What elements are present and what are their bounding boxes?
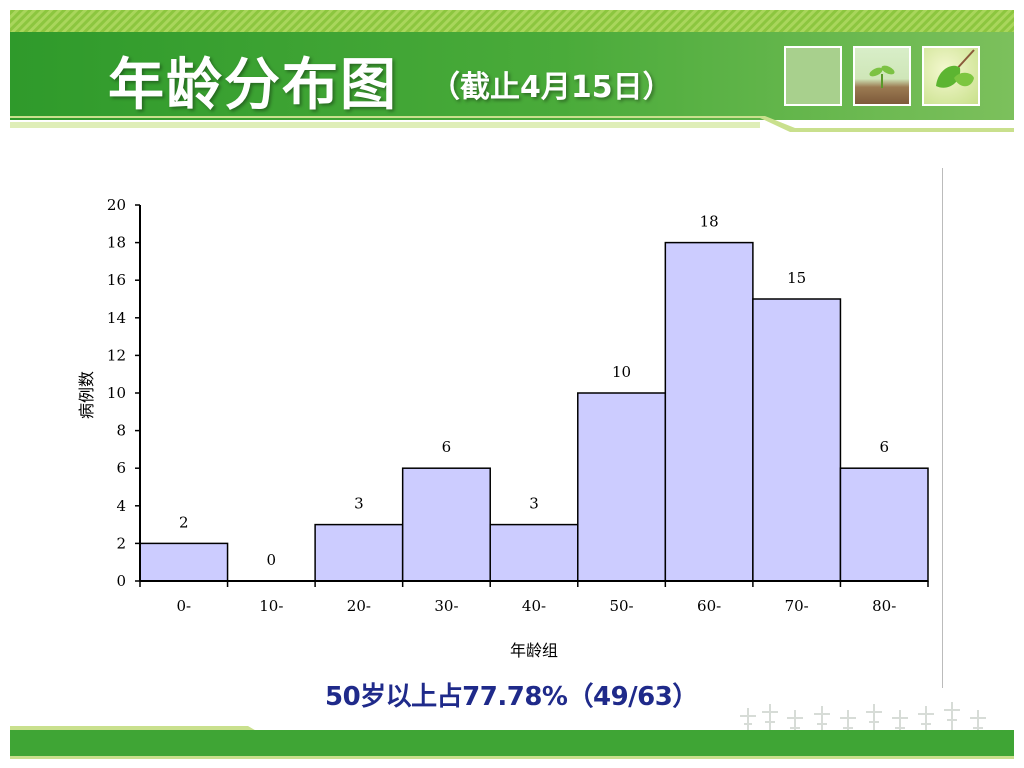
data-label-30-: 6	[442, 438, 452, 456]
x-axis-label: 年龄组	[510, 641, 558, 660]
y-tick-label-2: 2	[116, 534, 126, 552]
data-label-0-: 2	[179, 513, 189, 531]
y-tick-label-12: 12	[107, 346, 126, 364]
x-tick-label-50-: 50-	[609, 597, 633, 615]
data-label-20-: 3	[354, 495, 364, 513]
data-label-10-: 0	[267, 551, 277, 569]
x-tick-label-20-: 20-	[347, 597, 371, 615]
y-tick-label-18: 18	[107, 234, 126, 252]
y-tick-label-14: 14	[107, 309, 126, 327]
x-tick-label-60-: 60-	[697, 597, 721, 615]
y-tick-label-0: 0	[116, 572, 126, 590]
x-tick-label-30-: 30-	[434, 597, 458, 615]
data-label-70-: 15	[787, 269, 806, 287]
data-label-50-: 10	[612, 363, 631, 381]
bar-20-	[314, 523, 404, 582]
page-subtitle: （截止4月15日）	[430, 70, 673, 105]
bars-group	[139, 241, 929, 582]
leaf-icon	[936, 49, 975, 88]
header-background	[10, 10, 1014, 132]
x-tick-label-0-: 0-	[176, 597, 191, 615]
bar-80-	[839, 467, 929, 582]
bar-40-	[489, 523, 579, 582]
data-label-40-: 3	[529, 495, 539, 513]
data-label-80-: 6	[879, 438, 889, 456]
seedling-icon	[869, 65, 895, 88]
x-tick-label-10-: 10-	[259, 597, 283, 615]
footer-band	[10, 702, 1014, 759]
chart-divider	[942, 168, 943, 688]
y-tick-label-10: 10	[107, 384, 126, 402]
summary-text: 50岁以上占77.78%（49/63）	[325, 682, 698, 712]
y-axis-label: 病例数	[77, 371, 96, 419]
bar-50-	[577, 392, 667, 582]
x-axis: 0- 10- 20- 30- 40- 50- 60- 70- 80-	[139, 580, 929, 615]
bar-60-	[664, 241, 754, 582]
y-tick-label-6: 6	[116, 459, 126, 477]
y-tick-label-16: 16	[107, 271, 126, 289]
plain-green-thumbnail	[784, 46, 842, 106]
green-leaf-thumbnail	[922, 46, 980, 106]
y-tick-label-4: 4	[116, 497, 126, 515]
x-tick-label-70-: 70-	[785, 597, 809, 615]
bar-30-	[401, 467, 491, 582]
bar-0-	[139, 542, 229, 582]
bar-70-	[752, 298, 842, 582]
data-label-60-: 18	[700, 213, 719, 231]
page-title: 年龄分布图	[108, 53, 398, 118]
seedling-soil-thumbnail	[853, 46, 911, 106]
y-tick-label-8: 8	[116, 422, 126, 440]
header-banner: 年龄分布图 （截止4月15日）	[0, 0, 1024, 140]
x-tick-label-80-: 80-	[872, 597, 896, 615]
data-labels-group: 2 0 3 6 3 10 18 15 6	[179, 213, 889, 569]
y-tick-label-20: 20	[107, 196, 126, 214]
x-tick-label-40-: 40-	[522, 597, 546, 615]
y-axis: 0 2 4 6 8 10 12 14 16 18 20	[107, 196, 141, 590]
